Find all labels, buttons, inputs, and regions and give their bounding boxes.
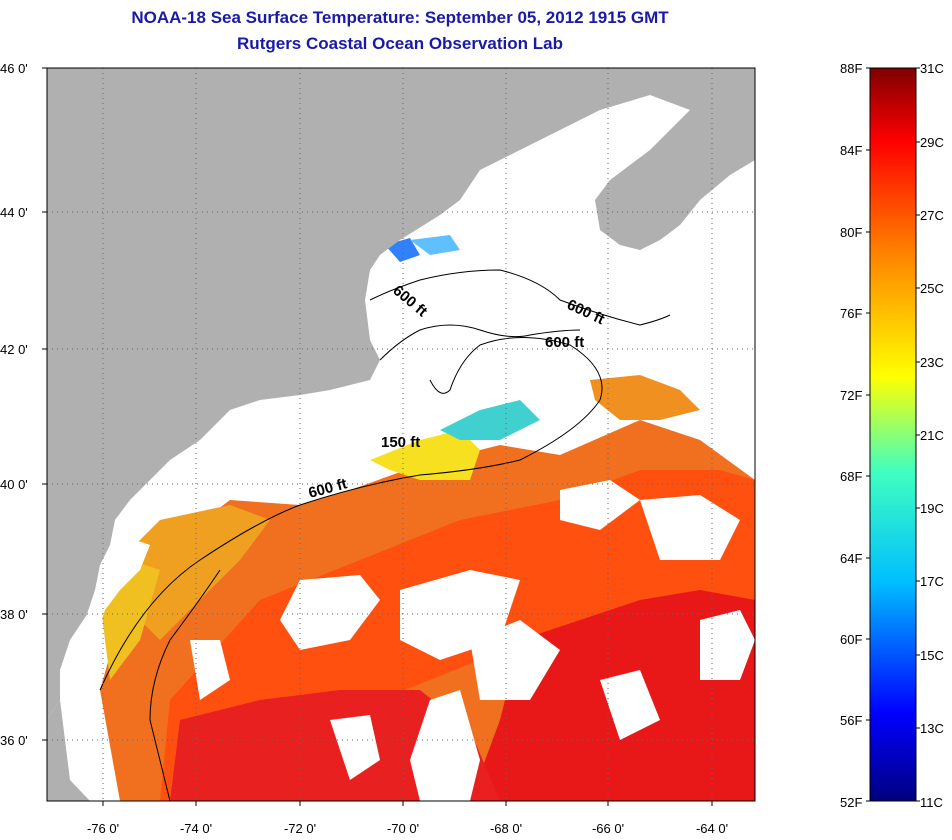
contour-label: 150 ft	[381, 434, 420, 451]
graticule	[47, 68, 755, 801]
colorbar-f-label: 64F	[840, 551, 863, 566]
colorbar-c-label: 15C	[920, 648, 944, 663]
lat-label: 36 0'	[0, 733, 28, 748]
colorbar-c-label: 21C	[920, 428, 944, 443]
colorbar-c-label: 17C	[920, 574, 944, 589]
contour-label: 600 ft	[545, 334, 584, 351]
lon-label: -70 0'	[387, 821, 419, 836]
lat-label: 38 0'	[0, 607, 28, 622]
colorbar-c-label: 25C	[920, 281, 944, 296]
lat-label: 42 0'	[0, 342, 28, 357]
map-title: NOAA-18 Sea Surface Temperature: Septemb…	[131, 8, 669, 27]
colorbar-c-label: 27C	[920, 208, 944, 223]
land-layer	[47, 68, 755, 801]
lon-label: -68 0'	[490, 821, 522, 836]
colorbar-f-label: 68F	[840, 469, 863, 484]
lon-label: -72 0'	[284, 821, 316, 836]
colorbar-f-label: 72F	[840, 388, 863, 403]
colorbar-f-label: 76F	[840, 306, 863, 321]
cloud-mask	[190, 480, 755, 801]
lat-label: 46 0'	[0, 61, 28, 76]
colorbar-c-label: 19C	[920, 501, 944, 516]
colorbar-c-label: 13C	[920, 721, 944, 736]
colorbar-c-label: 29C	[920, 135, 944, 150]
colorbar-f-label: 56F	[840, 713, 863, 728]
bathymetry-contours	[99, 269, 671, 801]
colorbar-c-label: 31C	[920, 61, 944, 76]
lat-label: 40 0'	[0, 477, 28, 492]
lon-label: -76 0'	[87, 821, 119, 836]
colorbar-f-label: 80F	[840, 225, 863, 240]
colorbar-f-label: 52F	[840, 795, 863, 810]
lon-label: -66 0'	[592, 821, 624, 836]
lon-label: -64 0'	[696, 821, 728, 836]
lon-label: -74 0'	[180, 821, 212, 836]
colorbar-ticks	[866, 67, 920, 802]
colorbar-f-label: 84F	[840, 143, 863, 158]
colorbar-f-label: 88F	[840, 61, 863, 76]
lat-label: 44 0'	[0, 205, 28, 220]
colorbar	[869, 67, 917, 802]
colorbar-f-label: 60F	[840, 632, 863, 647]
map-subtitle: Rutgers Coastal Ocean Observation Lab	[237, 34, 563, 53]
colorbar-c-label: 11C	[920, 795, 943, 810]
colorbar-c-label: 23C	[920, 355, 944, 370]
